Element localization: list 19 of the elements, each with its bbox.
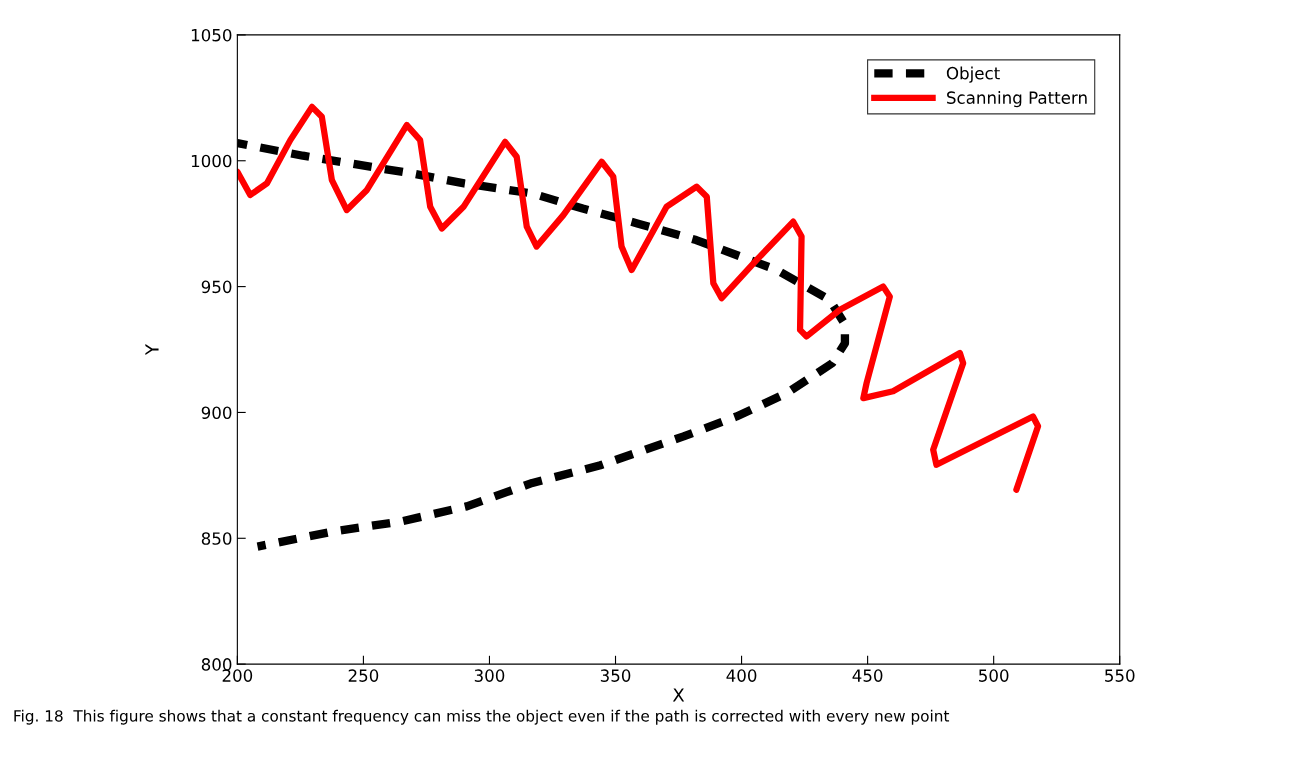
x-tick-label: 250 (348, 669, 379, 682)
x-tick-label: 500 (979, 669, 1009, 682)
y-tick-label: 850 (201, 532, 232, 545)
x-tick-label: 550 (1105, 669, 1135, 682)
y-tick-label: 1000 (191, 154, 232, 168)
x-tick-label: 450 (852, 669, 883, 682)
x-tick-label: 400 (726, 669, 757, 682)
caption: Fig. 18 This figure shows that a constant frequency can miss the object even if the path is corrected with every new point (14, 709, 950, 725)
x-tick-label: 200 (222, 669, 253, 682)
legend-label: Object (946, 66, 1000, 83)
x-tick-label: 350 (600, 669, 631, 682)
x-axis-title: X (672, 688, 685, 702)
y-tick-label: 800 (201, 658, 232, 671)
y-tick-label: 900 (201, 406, 232, 420)
x-tick-label: 300 (474, 669, 505, 682)
y-tick-label: 1050 (191, 28, 232, 42)
y-axis-title: Y (145, 343, 159, 356)
legend-label: Scanning Pattern (947, 91, 1087, 108)
y-tick-label: 950 (201, 280, 232, 294)
